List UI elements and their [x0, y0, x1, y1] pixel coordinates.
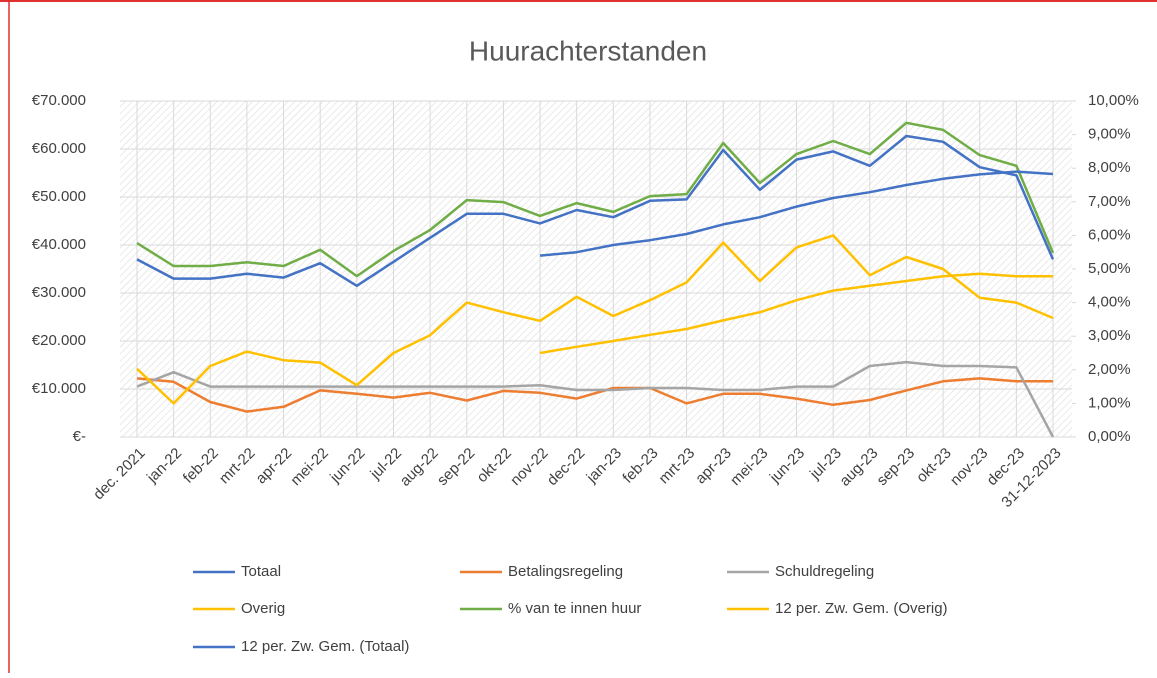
x-tick-label: jun-22 — [326, 445, 368, 487]
x-tick-label: feb-22 — [180, 445, 222, 487]
series-line — [539, 272, 1053, 355]
x-tick-label: nov-23 — [947, 445, 991, 489]
y-tick-label: €30.000 — [32, 284, 86, 301]
x-tick-label: nov-22 — [507, 445, 551, 489]
x-tick-label: dec. 2021 — [90, 445, 149, 504]
x-tick-label: apr-23 — [692, 445, 735, 488]
series-line — [136, 377, 1053, 413]
y2-tick-label: 5,00% — [1088, 260, 1131, 277]
x-tick-label: jan-23 — [583, 445, 625, 487]
y2-tick-label: 10,00% — [1088, 92, 1139, 109]
legend-label: Schuldregeling — [775, 563, 874, 580]
y2-tick-label: 6,00% — [1088, 226, 1131, 243]
legend-label: 12 per. Zw. Gem. (Overig) — [775, 600, 948, 617]
y2-tick-label: 8,00% — [1088, 159, 1131, 176]
x-tick-label: mrt-23 — [656, 445, 699, 488]
x-tick-label: jan-22 — [143, 445, 185, 487]
y2-tick-label: 7,00% — [1088, 193, 1131, 210]
legend-label: 12 per. Zw. Gem. (Totaal) — [241, 638, 409, 655]
x-tick-label: mei-22 — [287, 445, 331, 489]
x-tick-label: mrt-22 — [216, 445, 259, 488]
y2-tick-label: 9,00% — [1088, 126, 1131, 143]
legend-label: % van te innen huur — [508, 600, 641, 617]
y2-tick-label: 4,00% — [1088, 294, 1131, 311]
series-lines — [136, 121, 1055, 438]
x-tick-label: sep-22 — [434, 445, 478, 489]
y-tick-label: €20.000 — [32, 332, 86, 349]
x-tick-label: sep-23 — [874, 445, 918, 489]
series-line — [136, 234, 1054, 405]
y-tick-label: €60.000 — [32, 140, 86, 157]
legend-label: Overig — [241, 600, 285, 617]
x-tick-label: aug-22 — [397, 445, 442, 490]
x-tick-label: apr-22 — [253, 445, 296, 488]
y2-tick-label: 2,00% — [1088, 361, 1131, 378]
x-tick-label: dec-22 — [544, 445, 588, 489]
legend-label: Betalingsregeling — [508, 563, 623, 580]
series-line — [539, 170, 1054, 257]
y-tick-label: €50.000 — [32, 188, 86, 205]
x-tick-label: mei-23 — [727, 445, 771, 489]
series-line — [136, 121, 1055, 278]
y-tick-label: €40.000 — [32, 236, 86, 253]
x-tick-label: jun-23 — [766, 445, 808, 487]
y2-tick-label: 1,00% — [1088, 394, 1131, 411]
y2-tick-label: 3,00% — [1088, 327, 1131, 344]
y-tick-label: €- — [73, 428, 86, 445]
series-line — [136, 360, 1055, 438]
x-tick-label: aug-23 — [836, 445, 881, 490]
plot-area — [120, 101, 1072, 437]
x-tick-label: feb-23 — [619, 445, 661, 487]
y2-tick-label: 0,00% — [1088, 428, 1131, 445]
y-tick-label: €70.000 — [32, 92, 86, 109]
series-line — [136, 134, 1055, 288]
chart-title: Huurachterstanden — [469, 35, 707, 66]
legend-label: Totaal — [241, 563, 281, 580]
y-tick-label: €10.000 — [32, 380, 86, 397]
